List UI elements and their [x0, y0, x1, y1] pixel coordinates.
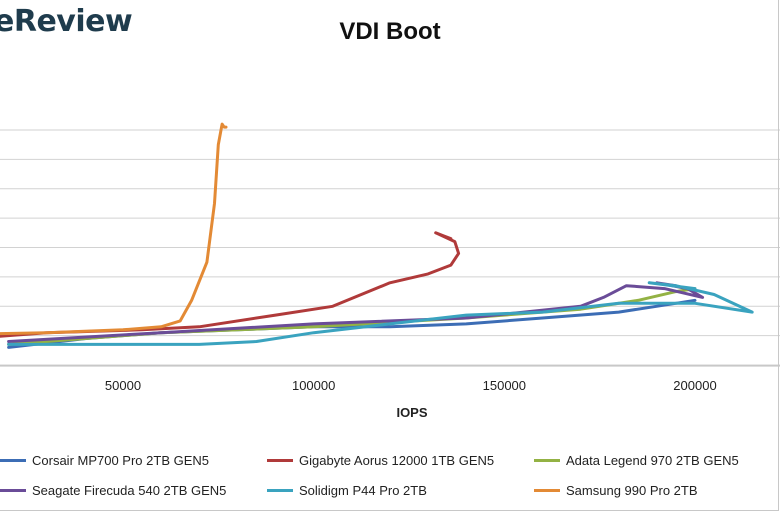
x-tick-label: 100000 [292, 378, 335, 393]
legend-swatch [534, 459, 560, 462]
x-axis-ticks: 50000 100000 150000 200000 [105, 378, 717, 393]
x-axis-label: IOPS [396, 405, 427, 420]
series-lines [0, 122, 754, 349]
series-line [0, 122, 228, 336]
legend-swatch [267, 459, 293, 462]
legend-swatch [534, 489, 560, 492]
brand-logo: eReview [0, 4, 133, 39]
legend-swatch [0, 489, 26, 492]
legend-item-gigabyte: Gigabyte Aorus 12000 1TB GEN5 [267, 453, 494, 468]
series-line [7, 281, 754, 346]
legend-item-seagate: Seagate Firecuda 540 2TB GEN5 [0, 483, 226, 498]
legend-label: Adata Legend 970 2TB GEN5 [566, 453, 739, 468]
legend-label: Corsair MP700 Pro 2TB GEN5 [32, 453, 210, 468]
legend-item-solidigm: Solidigm P44 Pro 2TB [267, 483, 427, 498]
legend-swatch [0, 459, 26, 462]
legend-swatch [267, 489, 293, 492]
x-tick-label: 200000 [673, 378, 716, 393]
gridlines [0, 129, 780, 367]
x-tick-label: 50000 [105, 378, 141, 393]
legend-label: Samsung 990 Pro 2TB [566, 483, 698, 498]
x-tick-label: 150000 [483, 378, 526, 393]
chart-title: VDI Boot [339, 18, 441, 45]
legend-label: Gigabyte Aorus 12000 1TB GEN5 [299, 453, 495, 468]
legend-item-adata: Adata Legend 970 2TB GEN5 [534, 453, 739, 468]
legend-label: Solidigm P44 Pro 2TB [299, 483, 427, 498]
series-line [7, 281, 705, 343]
legend-item-samsung: Samsung 990 Pro 2TB [534, 483, 698, 498]
legend: Corsair MP700 Pro 2TB GEN5 Gigabyte Aoru… [0, 448, 780, 508]
legend-item-corsair: Corsair MP700 Pro 2TB GEN5 [0, 453, 209, 468]
legend-label: Seagate Firecuda 540 2TB GEN5 [32, 483, 227, 498]
series-line [0, 231, 461, 338]
